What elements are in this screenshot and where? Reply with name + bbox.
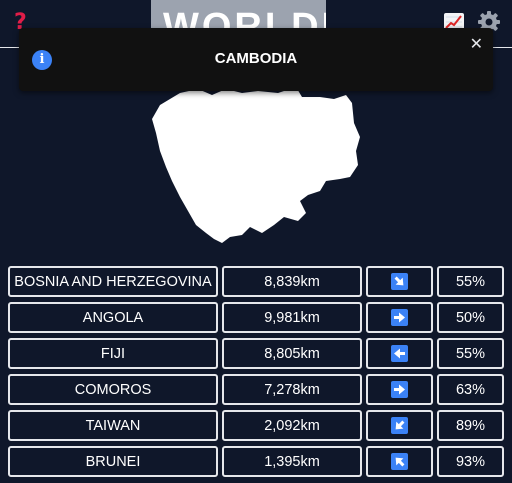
direction-arrow-icon	[391, 381, 408, 398]
guess-country: BOSNIA AND HERZEGOVINA	[8, 266, 218, 297]
guess-direction	[366, 446, 433, 477]
guess-row: FIJI 8,805km 55%	[8, 338, 504, 369]
guess-proximity: 93%	[437, 446, 504, 477]
guess-proximity: 55%	[437, 338, 504, 369]
guess-row: BOSNIA AND HERZEGOVINA 8,839km 55%	[8, 266, 504, 297]
gear-icon[interactable]	[477, 10, 501, 34]
direction-arrow-icon	[391, 273, 408, 290]
guess-distance: 7,278km	[222, 374, 362, 405]
country-silhouette	[152, 87, 360, 243]
info-icon: i	[32, 50, 52, 70]
close-icon[interactable]: ✕	[469, 34, 483, 53]
guess-row: COMOROS 7,278km 63%	[8, 374, 504, 405]
guess-proximity: 63%	[437, 374, 504, 405]
guess-country: FIJI	[8, 338, 218, 369]
direction-arrow-icon	[391, 417, 408, 434]
guess-direction	[366, 374, 433, 405]
logo: WORLDLE	[151, 0, 326, 47]
guess-direction	[366, 338, 433, 369]
guess-row: BRUNEI 1,395km 93%	[8, 446, 504, 477]
guess-distance: 8,805km	[222, 338, 362, 369]
guess-proximity: 89%	[437, 410, 504, 441]
guess-direction	[366, 410, 433, 441]
toast-notification: i CAMBODIA ✕	[19, 28, 493, 91]
direction-arrow-icon	[391, 453, 408, 470]
guess-country: ANGOLA	[8, 302, 218, 333]
toast-message: CAMBODIA	[214, 50, 298, 67]
guess-direction	[366, 302, 433, 333]
guess-row: ANGOLA 9,981km 50%	[8, 302, 504, 333]
guess-proximity: 50%	[437, 302, 504, 333]
direction-arrow-icon	[391, 309, 408, 326]
guess-row: TAIWAN 2,092km 89%	[8, 410, 504, 441]
direction-arrow-icon	[391, 345, 408, 362]
header: ? WORLDLE	[0, 0, 512, 48]
guess-distance: 8,839km	[222, 266, 362, 297]
guess-proximity: 55%	[437, 266, 504, 297]
guess-distance: 1,395km	[222, 446, 362, 477]
guess-country: COMOROS	[8, 374, 218, 405]
chart-icon[interactable]	[443, 12, 465, 32]
guess-direction	[366, 266, 433, 297]
guess-distance: 2,092km	[222, 410, 362, 441]
guess-country: BRUNEI	[8, 446, 218, 477]
guess-country: TAIWAN	[8, 410, 218, 441]
guess-distance: 9,981km	[222, 302, 362, 333]
